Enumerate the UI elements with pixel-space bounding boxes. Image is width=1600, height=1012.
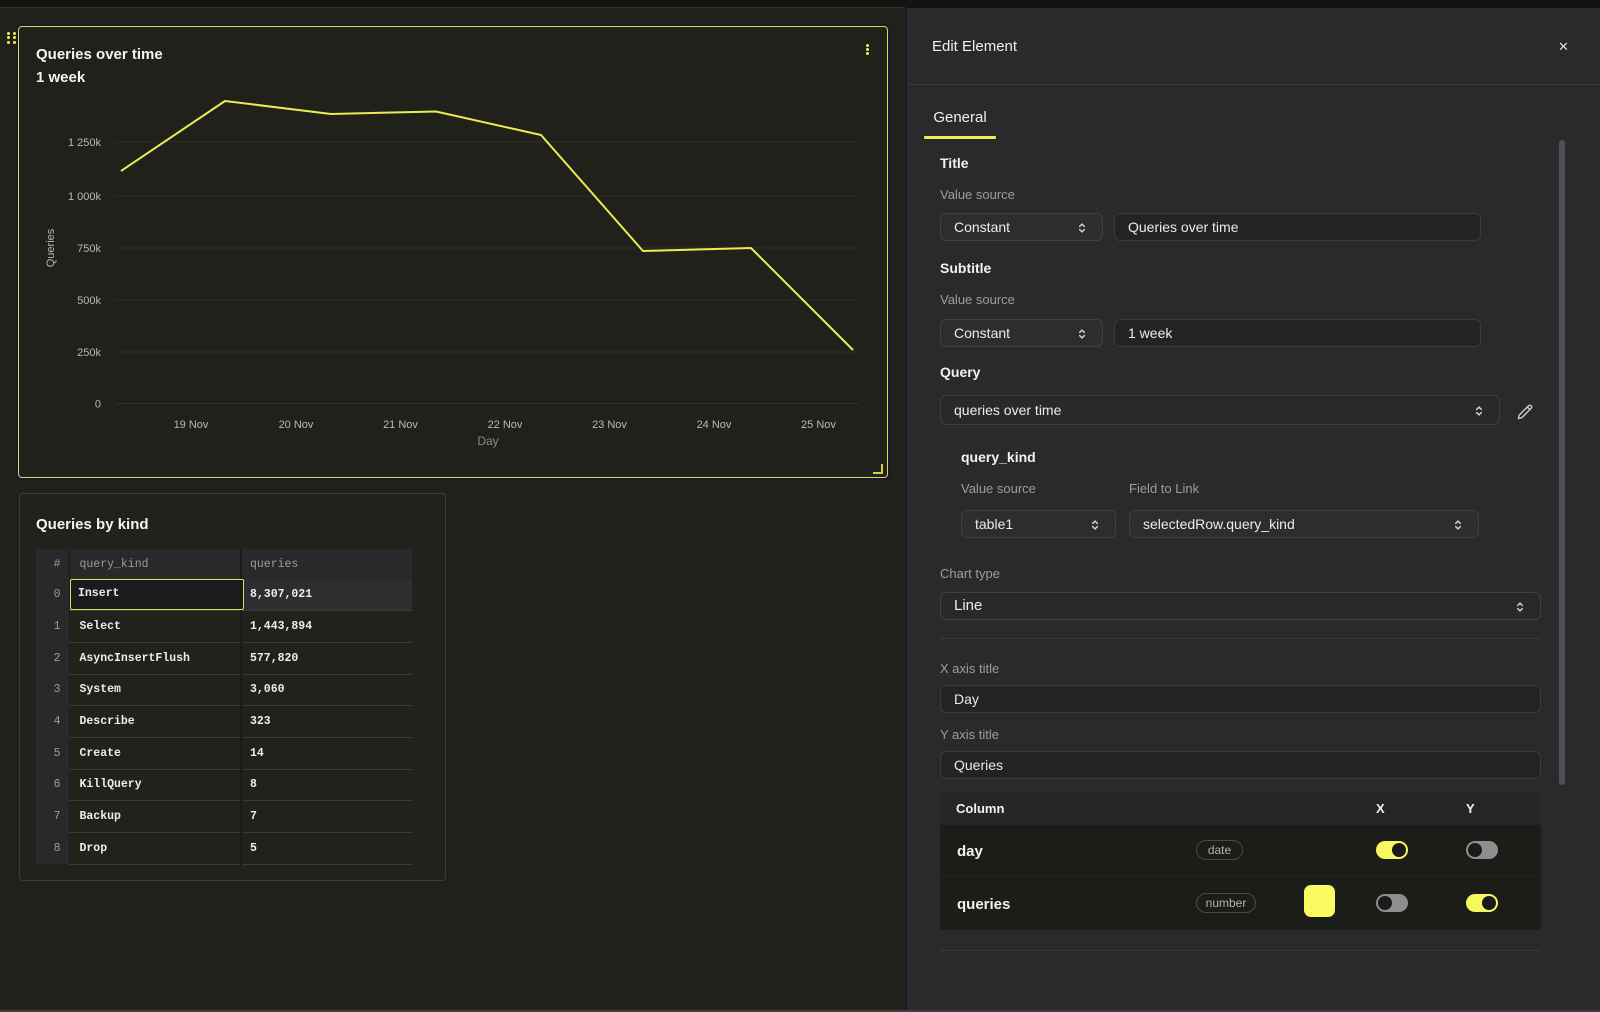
svg-text:750k: 750k: [77, 243, 101, 255]
svg-text:23 Nov: 23 Nov: [592, 419, 627, 431]
svg-text:21 Nov: 21 Nov: [383, 419, 418, 431]
svg-text:25 Nov: 25 Nov: [801, 419, 836, 431]
svg-text:500k: 500k: [77, 295, 101, 307]
svg-text:250k: 250k: [77, 347, 101, 359]
svg-text:Day: Day: [477, 434, 498, 448]
svg-text:20 Nov: 20 Nov: [279, 419, 314, 431]
svg-text:1 000k: 1 000k: [68, 191, 102, 203]
svg-text:19 Nov: 19 Nov: [174, 419, 209, 431]
svg-text:22 Nov: 22 Nov: [488, 419, 523, 431]
svg-text:Queries: Queries: [45, 228, 57, 267]
svg-text:24 Nov: 24 Nov: [697, 419, 732, 431]
svg-text:0: 0: [95, 399, 101, 411]
svg-text:1 250k: 1 250k: [68, 137, 102, 149]
